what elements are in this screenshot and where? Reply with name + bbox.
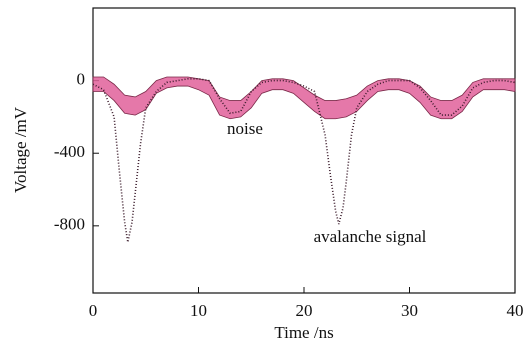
x-axis-label: Time /ns [274,323,333,342]
noise-band [93,77,515,119]
chart: Time /ns Voltage /mV 0 10 20 30 40 0 -400 -800 n… [0,0,527,349]
x-tick-label: 0 [89,301,98,320]
x-tick-label: 30 [401,301,418,320]
x-tick-label: 40 [507,301,524,320]
y-tick-label: -800 [54,215,85,234]
series-label: noise [227,119,263,138]
series-label: avalanche signal [314,227,427,246]
plot-frame [93,8,515,293]
y-axis-label: Voltage /mV [11,106,30,193]
page: Time /ns Voltage /mV 0 10 20 30 40 0 -400 -800 n… [0,0,527,349]
x-tick-label: 10 [190,301,207,320]
y-tick-label: 0 [77,70,86,89]
x-tick-label: 20 [296,301,313,320]
y-tick-label: -400 [54,142,85,161]
